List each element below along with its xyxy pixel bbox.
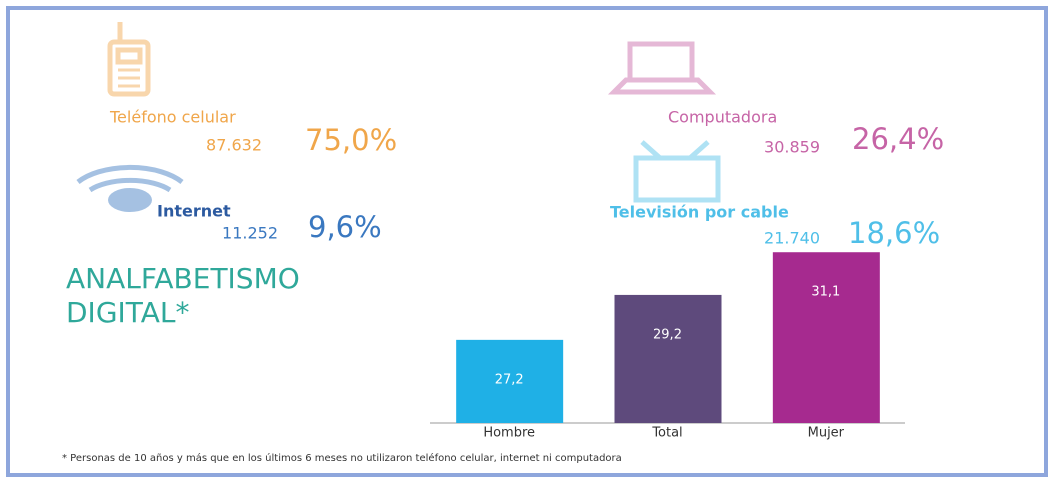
wifi-icon	[76, 164, 184, 212]
x-tick-label: Total	[651, 426, 682, 441]
value-label: 31,1	[811, 285, 840, 300]
stat-label: Teléfono celular	[109, 108, 236, 127]
stat-count: 30.859	[764, 138, 820, 157]
value-label: 27,2	[495, 372, 524, 387]
stat-label: Televisión por cable	[610, 203, 789, 222]
bar	[772, 252, 880, 423]
footnote: * Personas de 10 años y más que en los ú…	[62, 452, 622, 464]
stat-count: 87.632	[206, 136, 262, 155]
chart-title: ANALFABETISMO DIGITAL*	[66, 262, 300, 329]
phone-icon	[107, 22, 151, 97]
stat-count: 11.252	[222, 224, 278, 243]
stat-label: Internet	[157, 202, 231, 221]
bar	[614, 294, 722, 423]
stat-percent: 18,6%	[848, 216, 940, 250]
stat-count: 21.740	[764, 229, 820, 248]
bar	[456, 339, 564, 423]
x-tick-label: Hombre	[483, 426, 535, 441]
tv-icon	[633, 140, 721, 203]
computer-icon	[607, 41, 717, 95]
x-tick-label: Mujer	[808, 426, 845, 441]
stat-percent: 9,6%	[308, 210, 382, 244]
title-box: ANALFABETISMO DIGITAL*	[66, 262, 300, 329]
value-label: 29,2	[653, 327, 682, 342]
stat-label: Computadora	[668, 108, 777, 127]
stat-percent: 26,4%	[852, 122, 944, 156]
stat-percent: 75,0%	[305, 123, 397, 157]
